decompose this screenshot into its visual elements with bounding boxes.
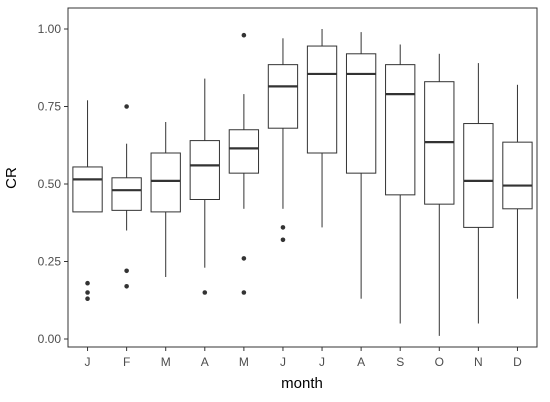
- interquartile-box: [463, 123, 494, 228]
- x-tick-label: D: [513, 355, 522, 369]
- interquartile-box: [385, 64, 416, 196]
- x-tick-label: S: [396, 355, 404, 369]
- x-tick-label: F: [123, 355, 130, 369]
- box-3: [150, 122, 181, 277]
- y-tick-label: 0.00: [38, 332, 62, 346]
- outlier-point: [85, 296, 90, 302]
- x-axis-title: month: [281, 375, 323, 392]
- interquartile-box: [267, 64, 299, 129]
- outlier-point: [124, 284, 129, 289]
- box-10: [424, 53, 455, 336]
- box-9: [385, 44, 416, 324]
- x-tick-label: O: [435, 355, 444, 369]
- outlier-point: [241, 290, 247, 295]
- box-2: [111, 104, 142, 289]
- box-12: [502, 84, 533, 299]
- x-tick-label: M: [161, 355, 171, 369]
- interquartile-box: [189, 140, 220, 201]
- outlier-point: [124, 268, 129, 274]
- outlier-point: [202, 290, 208, 295]
- y-tick-label: 0.75: [38, 100, 62, 114]
- interquartile-box: [228, 129, 260, 174]
- y-tick-label: 0.50: [38, 177, 62, 191]
- x-tick-label: N: [474, 355, 483, 369]
- x-tick-label: J: [85, 355, 91, 369]
- x-tick-label: A: [357, 355, 365, 369]
- y-axis-title: CR: [3, 167, 20, 189]
- x-tick-label: J: [319, 355, 325, 369]
- interquartile-box: [72, 166, 103, 213]
- box-7: [306, 29, 338, 228]
- outlier-point: [85, 290, 90, 295]
- interquartile-box: [306, 45, 338, 154]
- x-tick-label: M: [239, 355, 249, 369]
- outlier-point: [124, 104, 129, 109]
- outlier-point: [280, 237, 286, 243]
- panel-border: [67, 7, 538, 348]
- outlier-point: [280, 225, 286, 230]
- interquartile-box: [345, 53, 377, 174]
- x-tick-label: A: [201, 355, 209, 369]
- box-1: [72, 100, 103, 302]
- y-tick-label: 1.00: [38, 22, 62, 36]
- box-8: [345, 32, 377, 299]
- box-4: [189, 78, 220, 295]
- interquartile-box: [502, 141, 533, 210]
- box-6: [267, 38, 299, 243]
- interquartile-box: [111, 177, 142, 211]
- y-axis: 0.00 0.25 0.50 0.75 1.00: [38, 22, 68, 346]
- x-tick-label: J: [280, 355, 286, 369]
- box-5: [228, 32, 260, 295]
- outlier-point: [241, 256, 247, 261]
- boxes: [72, 29, 533, 336]
- box-11: [463, 63, 494, 324]
- y-tick-label: 0.25: [38, 255, 62, 269]
- outlier-point: [85, 280, 90, 286]
- interquartile-box: [150, 152, 181, 213]
- outlier-point: [241, 32, 247, 38]
